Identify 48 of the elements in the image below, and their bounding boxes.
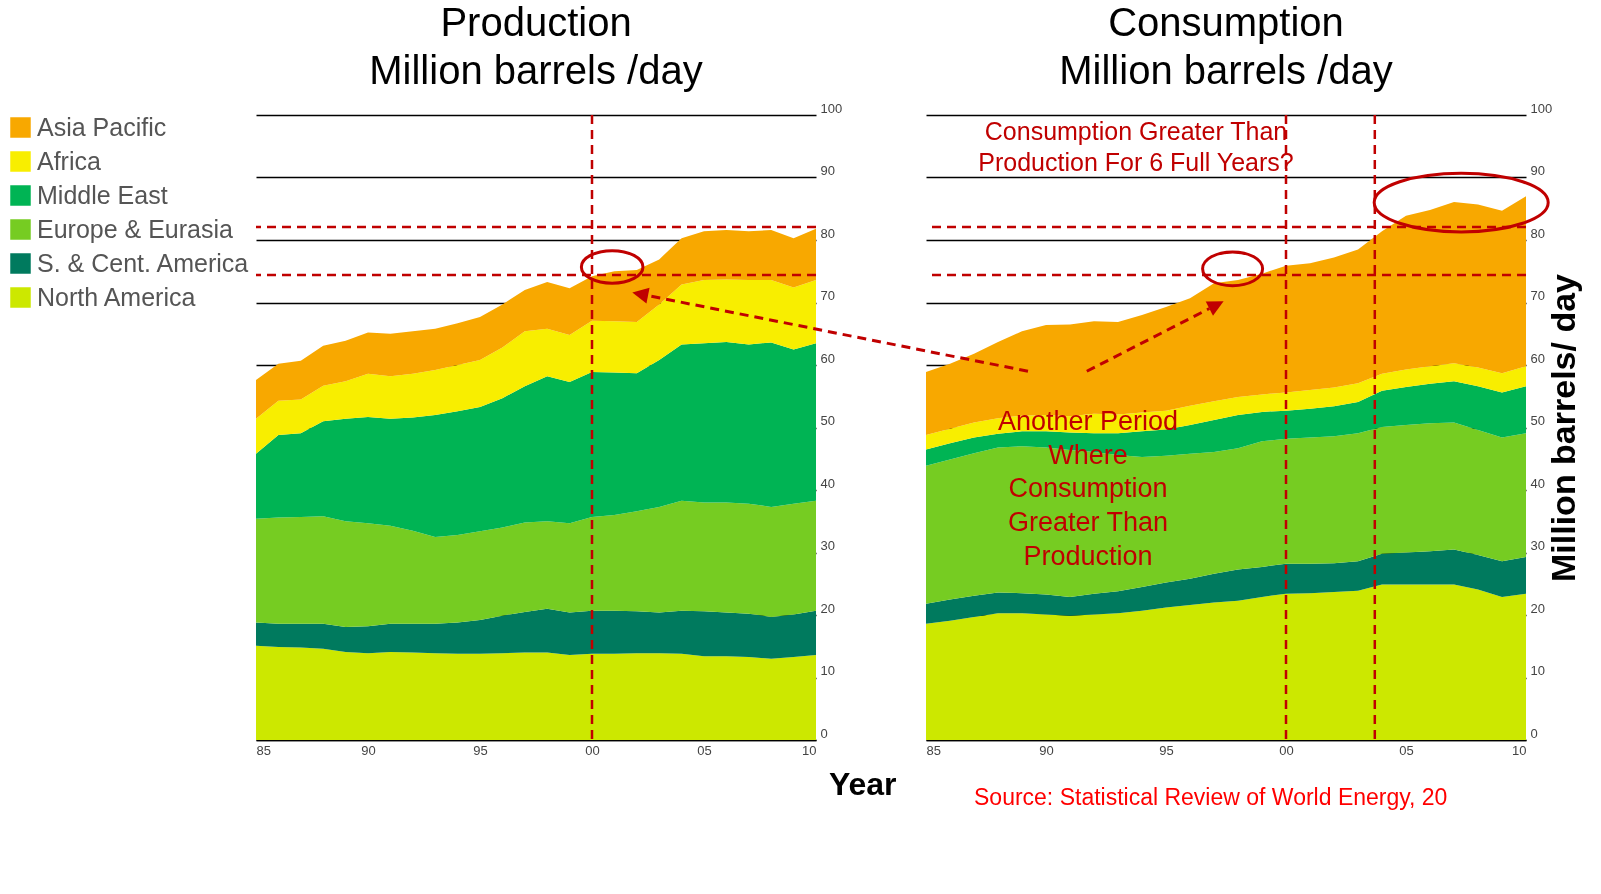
y-tick-label: 60 bbox=[820, 350, 835, 366]
x-tick-label: 05 bbox=[1399, 742, 1414, 758]
legend-label: Europe & Eurasia bbox=[37, 214, 234, 243]
y-tick-label: 90 bbox=[820, 163, 835, 178]
x-tick-label: 10 bbox=[802, 742, 817, 758]
y-tick-label: 10 bbox=[1530, 663, 1545, 678]
y-tick-label: 70 bbox=[820, 288, 835, 303]
legend-label: S. & Cent. America bbox=[37, 248, 249, 277]
y-tick-label: 0 bbox=[1530, 725, 1538, 741]
y-tick-label: 80 bbox=[820, 225, 835, 241]
y-tick-label: 30 bbox=[1530, 538, 1545, 553]
y-tick-label: 100 bbox=[820, 100, 843, 116]
y-tick-label: 40 bbox=[820, 475, 835, 491]
x-tick-label: 95 bbox=[1159, 742, 1174, 758]
y-tick-label: 10 bbox=[820, 663, 835, 678]
chart-subtitle: Million barrels /day bbox=[1059, 48, 1393, 92]
y-tick-label: 30 bbox=[820, 538, 835, 553]
chart-title: Production bbox=[440, 0, 632, 44]
y-tick-label: 70 bbox=[1530, 288, 1545, 303]
y-tick-label: 20 bbox=[820, 600, 835, 616]
x-tick-label: 10 bbox=[1512, 742, 1527, 758]
y-tick-label: 100 bbox=[1530, 100, 1553, 116]
y-tick-label: 50 bbox=[820, 413, 835, 428]
x-tick-label: 00 bbox=[585, 742, 600, 758]
y-tick-label: 80 bbox=[1530, 225, 1545, 241]
x-tick-label: 85 bbox=[926, 742, 941, 758]
y-tick-label: 20 bbox=[1530, 600, 1545, 616]
x-tick-label: 95 bbox=[473, 742, 488, 758]
y-tick-label: 40 bbox=[1530, 475, 1545, 491]
chart-title: Consumption bbox=[1108, 0, 1344, 44]
y-axis-title: Million barrels/ day bbox=[1544, 273, 1583, 582]
legend-label: Africa bbox=[37, 146, 101, 175]
y-tick-label: 50 bbox=[1530, 413, 1545, 428]
annotation: Consumption Greater Than Production For 6 Full Years? bbox=[978, 117, 1294, 177]
x-tick-label: 85 bbox=[256, 742, 271, 758]
x-tick-label: 90 bbox=[1039, 742, 1054, 758]
y-tick-label: 90 bbox=[1530, 163, 1545, 178]
y-tick-label: 0 bbox=[820, 725, 828, 741]
x-axis-title: Year bbox=[828, 765, 897, 802]
source-note: Source: Statistical Review of World Energy, 20 bbox=[974, 783, 1448, 810]
x-tick-label: 00 bbox=[1279, 742, 1294, 758]
x-tick-label: 90 bbox=[361, 742, 376, 758]
legend-label: North America bbox=[37, 282, 196, 311]
legend-label: Middle East bbox=[37, 180, 168, 209]
chart-subtitle: Million barrels /day bbox=[369, 48, 703, 92]
y-tick-label: 60 bbox=[1530, 350, 1545, 366]
legend-label: Asia Pacific bbox=[37, 112, 167, 141]
x-tick-label: 05 bbox=[697, 742, 712, 758]
